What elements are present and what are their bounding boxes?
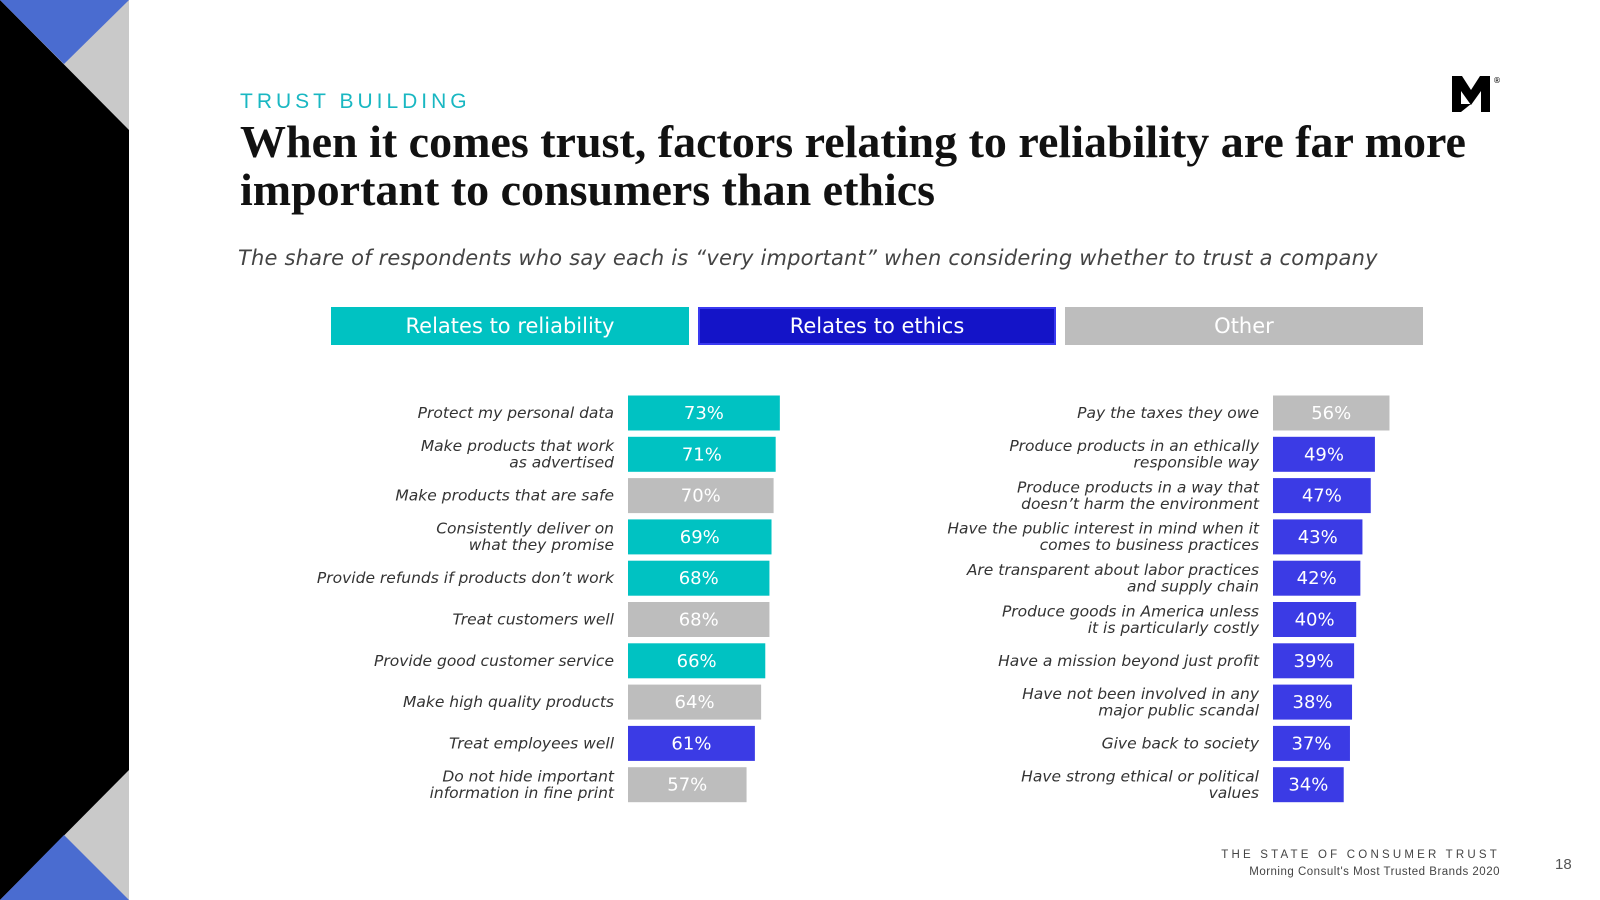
bar-value-label: 34% (1288, 775, 1328, 796)
bar-ethics (1273, 767, 1344, 803)
bar-ethics (1273, 478, 1371, 514)
reliability-bar-chart: 73% Protect my personal data 71% Make produ… (317, 395, 780, 803)
bar-other (628, 767, 747, 803)
category-label: Make high quality products (403, 693, 614, 711)
bar-reliability (628, 519, 772, 555)
bar-other (628, 478, 774, 514)
bar-value-label: 73% (684, 403, 724, 424)
bar-value-label: 38% (1293, 692, 1333, 713)
bar-value-label: 68% (679, 568, 719, 589)
category-label: Pay the taxes they owe (1077, 404, 1259, 422)
category-label: Make products that are safe (395, 487, 614, 505)
footer-subtitle: Morning Consult's Most Trusted Brands 20… (1249, 866, 1500, 878)
bar-other (628, 602, 770, 637)
category-label: Produce products in a way that doesn’t ha… (1017, 478, 1260, 512)
legend-label: Relates to reliability (405, 314, 615, 338)
bar-value-label: 43% (1298, 527, 1338, 548)
bar-value-label: 49% (1304, 444, 1344, 465)
bar-ethics (1273, 602, 1357, 637)
bar-reliability (628, 560, 770, 596)
bar-value-label: 39% (1294, 651, 1334, 672)
bar-value-label: 61% (671, 733, 711, 754)
category-label: Have the public interest in mind when it… (947, 520, 1260, 555)
bar-value-label: 66% (677, 651, 717, 672)
category-label: Provide good customer service (374, 652, 614, 670)
bar-reliability (628, 436, 776, 472)
bar-other (628, 684, 762, 720)
bar-other (1273, 395, 1390, 431)
category-label: Do not hide important information in fine… (430, 767, 615, 802)
footer-title: THE STATE OF CONSUMER TRUST (1221, 849, 1500, 861)
legend-reliability: Relates to reliability (331, 307, 689, 345)
morning-consult-logo-icon: ® (1452, 76, 1501, 112)
page-title: When it comes trust, factors relating to… (240, 116, 1466, 215)
bar-value-label: 69% (680, 527, 720, 548)
bar-ethics (1273, 519, 1363, 555)
category-label: Have a mission beyond just profit (998, 652, 1260, 670)
legend-other: Other (1065, 307, 1423, 345)
bar-ethics (1273, 725, 1350, 761)
bar-value-label: 37% (1291, 733, 1331, 754)
bar-value-label: 64% (675, 692, 715, 713)
bar-value-label: 47% (1302, 486, 1342, 507)
category-label: Have not been involved in any major publi… (1022, 685, 1260, 720)
category-label: Make products that work as advertised (421, 437, 615, 472)
bar-ethics (1273, 643, 1355, 679)
category-label: Treat customers well (453, 611, 615, 629)
decorative-sidebar (0, 0, 129, 900)
bar-ethics (1273, 436, 1375, 472)
section-eyebrow: TRUST BUILDING (240, 90, 471, 113)
category-label: Give back to society (1102, 734, 1260, 752)
svg-text:®: ® (1493, 76, 1501, 85)
bar-ethics (628, 725, 755, 761)
category-label: Produce products in an ethically responsi… (1009, 437, 1259, 472)
category-label: Produce goods in America unless it is par… (1002, 602, 1260, 637)
category-label: Consistently deliver on what they promise (436, 520, 614, 555)
category-label: Treat employees well (449, 734, 615, 752)
bar-value-label: 42% (1297, 568, 1337, 589)
ethics-bar-chart: 56% Pay the taxes they owe 49% Produce prod… (947, 395, 1390, 803)
legend-label: Other (1214, 314, 1274, 338)
legend-label: Relates to ethics (789, 314, 965, 338)
bar-ethics (1273, 560, 1361, 596)
bar-value-label: 70% (681, 486, 721, 507)
bar-value-label: 56% (1311, 403, 1351, 424)
bar-value-label: 71% (682, 444, 722, 465)
legend-ethics: Relates to ethics (698, 307, 1056, 345)
chart-subtitle: The share of respondents who say each is… (238, 246, 1378, 270)
page-number: 18 (1555, 856, 1572, 873)
bar-value-label: 57% (667, 775, 707, 796)
category-label: Protect my personal data (418, 404, 614, 422)
category-label: Have strong ethical or political values (1021, 767, 1260, 802)
bar-value-label: 68% (679, 610, 719, 631)
bar-reliability (628, 643, 766, 679)
category-label: Provide refunds if products don’t work (317, 569, 615, 587)
bar-value-label: 40% (1295, 610, 1335, 631)
category-label: Are transparent about labor practices and… (966, 561, 1259, 596)
bar-reliability (628, 395, 780, 431)
bar-ethics (1273, 684, 1353, 720)
